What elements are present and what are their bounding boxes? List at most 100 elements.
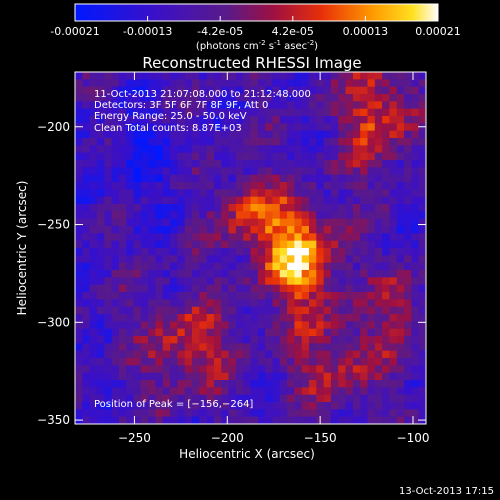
heatmap-cell [272,328,281,337]
heatmap-cell [140,306,149,315]
heatmap-cell [367,299,376,308]
heatmap-cell [323,343,332,352]
heatmap-cell [206,255,215,264]
heatmap-cell [206,233,215,242]
heatmap-cell [301,196,310,205]
heatmap-cell [338,380,346,388]
heatmap-cell [133,314,142,322]
heatmap-cell [162,108,171,117]
heatmap-cell [279,262,288,271]
heatmap-cell [389,402,398,410]
heatmap-cell [104,72,112,80]
heatmap-cell [257,130,266,139]
heatmap-cell [177,336,186,344]
heatmap-cell [235,292,244,300]
heatmap-cell [360,152,368,161]
heatmap-cell [199,101,208,110]
heatmap-cell [352,365,361,374]
heatmap-cell [96,358,105,366]
heatmap-cell [250,123,259,132]
heatmap-cell [323,255,332,264]
heatmap-cell [126,226,134,234]
heatmap-cell [272,416,281,424]
heatmap-cell [82,79,91,88]
y-axis-label: Heliocentric Y (arcsec) [15,181,29,316]
heatmap-cell [170,174,178,183]
heatmap-cell [75,394,83,403]
heatmap-cell [221,226,229,234]
heatmap-cell [118,409,127,418]
heatmap-cell [104,226,112,234]
heatmap-cell [155,86,164,95]
heatmap-cell [111,108,120,117]
heatmap-cell [279,292,288,300]
heatmap-cell [265,233,273,242]
heatmap-cell [243,218,251,227]
heatmap-cell [228,145,237,154]
heatmap-cell [382,189,390,198]
heatmap-cell [155,343,164,352]
heatmap-cell [75,372,83,381]
heatmap-cell [111,306,120,315]
heatmap-cell [330,343,339,352]
heatmap-cell [265,409,273,418]
colorbar-tick-label: 0.00021 [415,25,461,38]
heatmap-cell [272,343,281,352]
heatmap-cell [257,189,266,198]
heatmap-cell [323,160,332,168]
heatmap-cell [162,328,171,337]
heatmap-cell [155,189,164,198]
heatmap-cell [199,416,208,424]
heatmap-cell [235,116,244,124]
heatmap-cell [221,409,229,418]
heatmap-cell [345,204,354,212]
heatmap-cell [360,204,368,212]
heatmap-cell [265,138,273,146]
heatmap-cell [140,350,149,359]
heatmap-cell [411,365,420,374]
heatmap-cell [192,306,200,315]
heatmap-cell [177,79,186,88]
heatmap-cell [345,328,354,337]
heatmap-cell [265,284,273,293]
heatmap-cell [199,196,208,205]
heatmap-cell [148,174,156,183]
heatmap-cell [89,292,98,300]
heatmap-cell [294,204,303,212]
heatmap-cell [104,130,112,139]
heatmap-cell [294,86,303,95]
heatmap-cell [389,72,398,80]
heatmap-cell [374,79,383,88]
x-axis-label: Heliocentric X (arcsec) [179,447,315,461]
heatmap-cell [287,108,295,117]
heatmap-cell [338,358,346,366]
heatmap-cell [279,394,288,403]
heatmap-cell [96,328,105,337]
heatmap-cell [192,314,200,322]
heatmap-cell [96,262,105,271]
heatmap-cell [133,101,142,110]
heatmap-cell [279,277,288,286]
heatmap-cell [411,101,420,110]
heatmap-cell [148,167,156,176]
heatmap-cell [75,240,83,249]
heatmap-cell [118,182,127,190]
heatmap-cell [323,306,332,315]
heatmap-cell [177,343,186,352]
heatmap-cell [235,336,244,344]
heatmap-cell [228,211,237,220]
heatmap-cell [206,108,215,117]
heatmap-cell [148,218,156,227]
heatmap-cell [155,284,164,293]
heatmap-cell [272,314,281,322]
heatmap-cell [170,145,178,154]
heatmap-cell [294,72,303,80]
heatmap-cell [206,189,215,198]
heatmap-cell [133,108,142,117]
heatmap-cell [213,167,222,176]
heatmap-cell [170,196,178,205]
heatmap-cell [294,248,303,256]
heatmap-cell [221,233,229,242]
heatmap-cell [309,108,317,117]
heatmap-cell [309,402,317,410]
